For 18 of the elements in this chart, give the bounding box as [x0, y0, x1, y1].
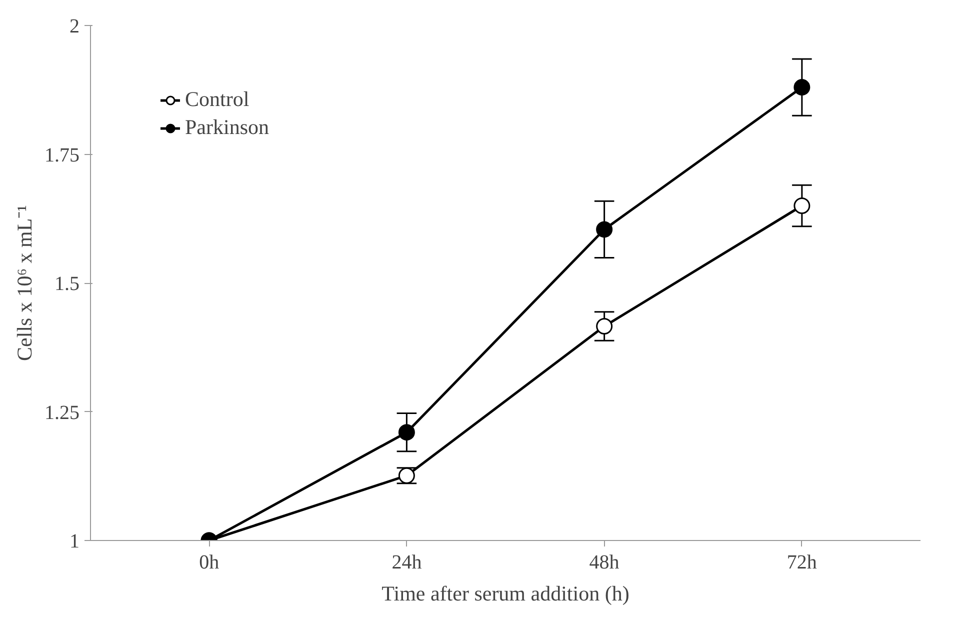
x-tick-label: 0h — [199, 552, 220, 574]
x-tick-label: 48h — [589, 552, 620, 574]
x-tick-label: 24h — [392, 552, 422, 574]
legend-label: Control — [185, 87, 250, 112]
point — [398, 424, 415, 441]
y-tick-label: 1.5 — [54, 273, 80, 295]
point — [794, 198, 810, 214]
point — [794, 79, 810, 96]
x-tick-label: 72h — [786, 552, 817, 574]
y-tick-label: 1.25 — [44, 402, 80, 424]
x-axis-title: Time after serum addition (h) — [382, 582, 630, 606]
y-tick-label: 2 — [70, 16, 80, 38]
point — [596, 318, 613, 334]
y-tick-label: 1 — [70, 530, 80, 552]
legend-label: Parkinson — [185, 115, 269, 140]
y-axis-title: Cells x 10⁶ x mL⁻¹ — [12, 205, 36, 361]
point — [596, 221, 613, 238]
y-tick-label: 1.75 — [44, 144, 80, 166]
